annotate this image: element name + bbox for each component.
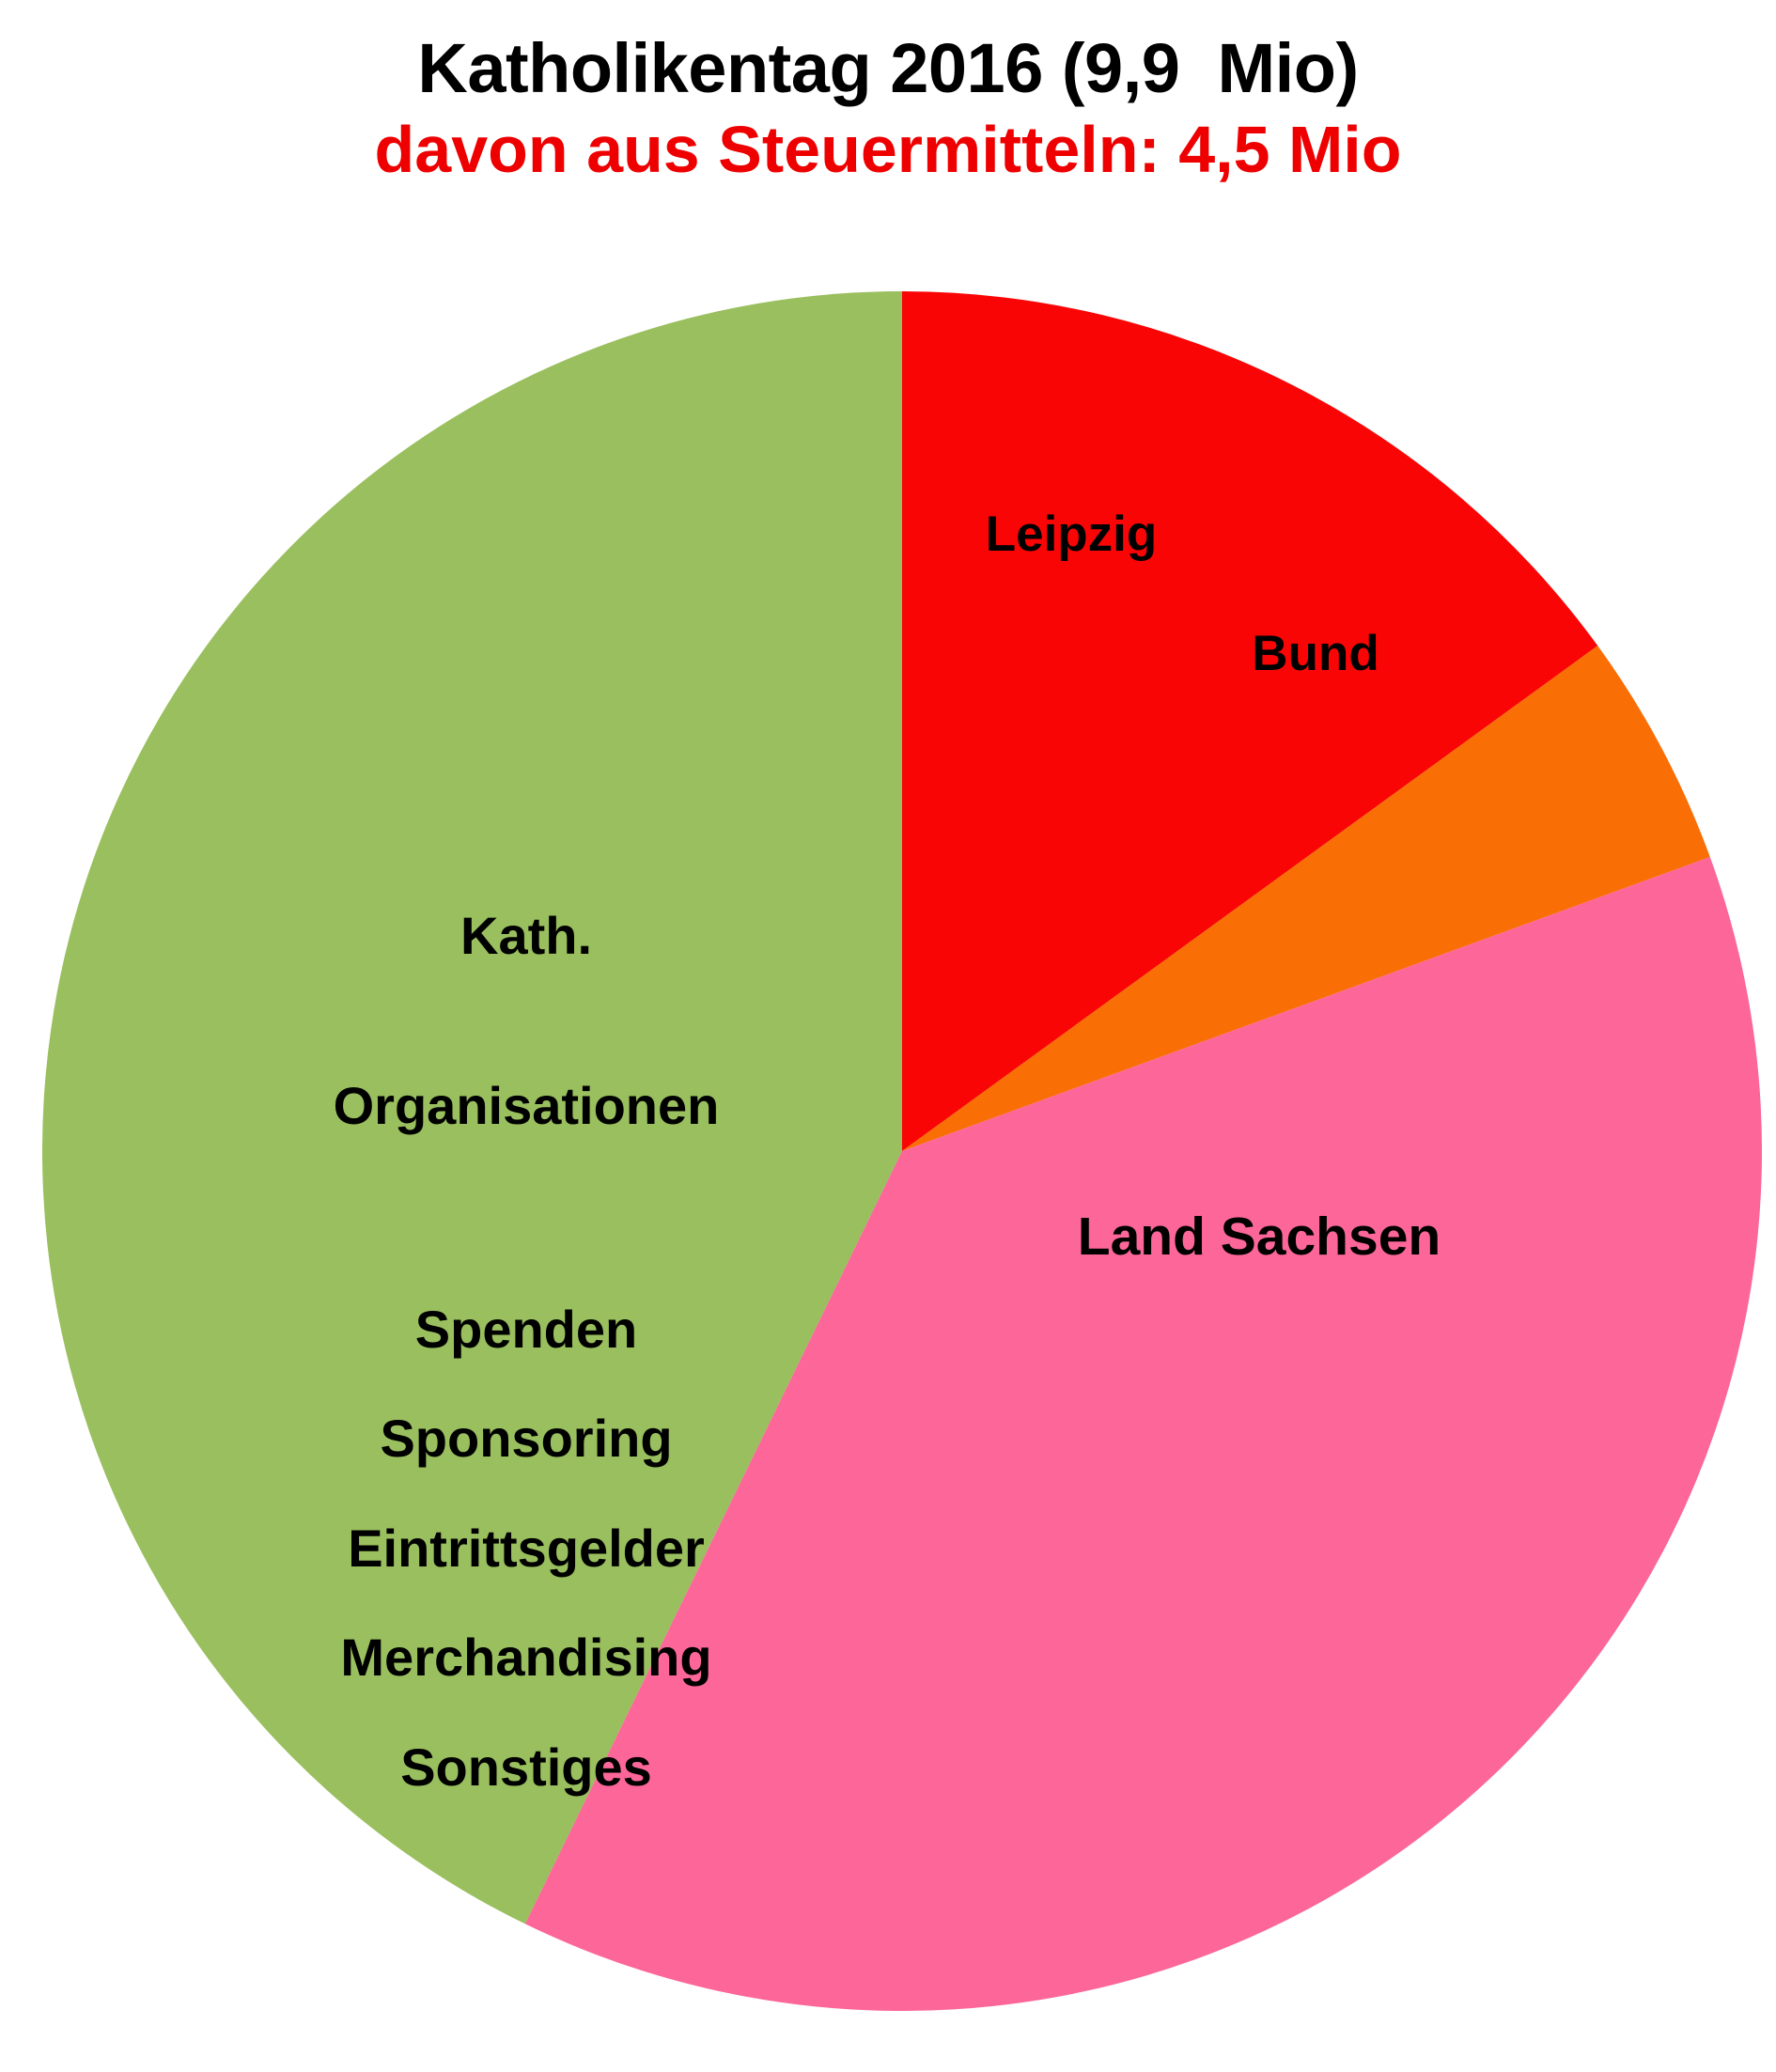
page-title: Katholikentag 2016 (9,9 Mio) — [417, 29, 1359, 107]
pie-label-kath-organisationen: Kath. Organisationen — [216, 794, 836, 1249]
pie-slice-land-sachsen[interactable] — [524, 857, 1762, 2011]
pie-slice-bund[interactable] — [902, 646, 1710, 1151]
chart-header: Katholikentag 2016 (9,9 Mio) davon aus S… — [0, 29, 1776, 187]
chart-subtitle: davon aus Steuermitteln: 4,5 Mio — [374, 113, 1402, 187]
pie-label-merchandising: Merchandising — [340, 1628, 712, 1688]
pie-label-sponsoring: Sponsoring — [380, 1409, 673, 1469]
pie-slice-leipzig[interactable] — [902, 291, 1598, 1151]
pie-label-spenden: Spenden — [414, 1299, 638, 1359]
pie-chart — [42, 291, 1762, 2011]
pie-chart-svg — [42, 291, 1762, 2011]
pie-label-eintrittsgelder: Eintrittsgelder — [348, 1518, 705, 1578]
pie-label-kath-line2: Organisationen — [333, 1076, 720, 1136]
pie-label-sonstiges: Sonstiges — [400, 1737, 652, 1797]
pie-label-kath-line1: Kath. — [460, 905, 592, 965]
pie-label-group-private: Kath. Organisationen Spenden Sponsoring … — [216, 794, 836, 1796]
pie-slice-private[interactable] — [42, 291, 902, 1924]
